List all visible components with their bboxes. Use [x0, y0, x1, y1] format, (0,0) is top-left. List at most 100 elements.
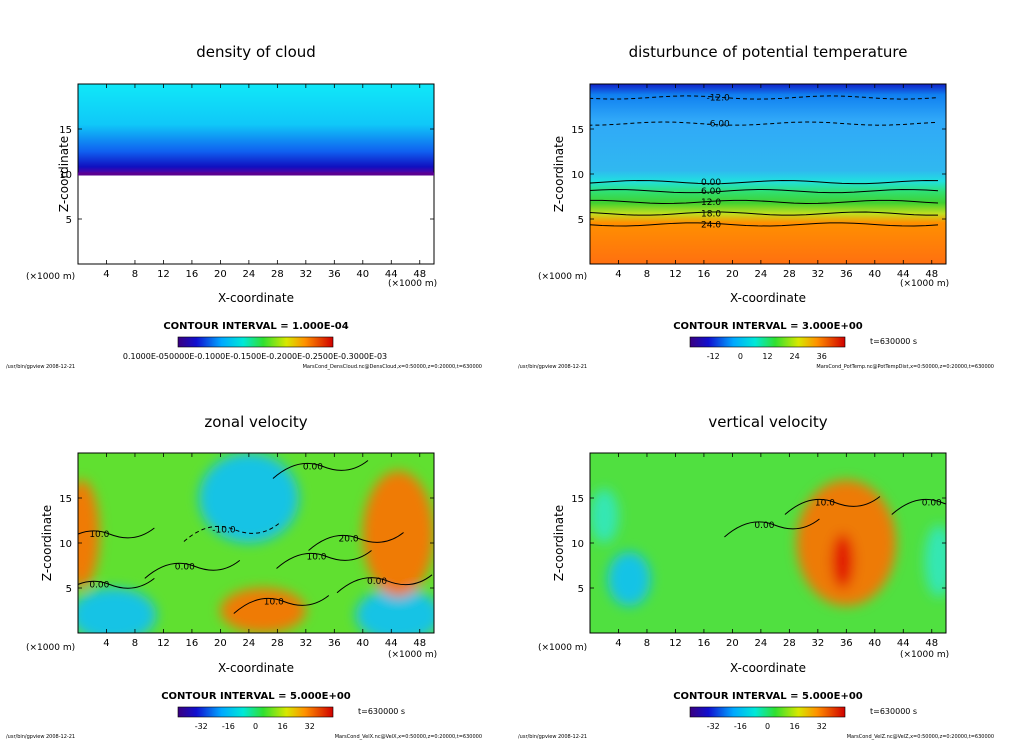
contours: 10.0 0.00 0.00: [724, 496, 946, 538]
footer-right: MarsCond_PotTemp.nc@PotTempDist,x=0:5000…: [816, 364, 994, 370]
x-tick-label: 28: [783, 269, 796, 280]
footer-date: 2008-12-21: [46, 734, 75, 740]
x-tick-label: 16: [698, 638, 711, 649]
x-tick-label: 32: [299, 638, 312, 649]
contour-line: [589, 199, 939, 204]
contour-label: 0.00: [701, 178, 721, 188]
x-tick-label: 16: [186, 269, 199, 280]
x-unit-right: (×1000 m): [900, 650, 949, 660]
contour-line: [784, 496, 881, 515]
footer-date: 2008-12-21: [558, 364, 587, 370]
contour-line: [78, 527, 155, 539]
footer-left: /usr/bin/gpview: [6, 364, 44, 370]
field-blob: [607, 552, 651, 606]
x-ticks: 4 8 12 16 20 24 28 32 36 40 44 48: [615, 84, 938, 280]
x-ticks: 4 8 12 16 20 24 28 32 36 40 44 48: [615, 453, 938, 649]
colorbar-labels: -12 0 12 24 36: [707, 352, 827, 361]
contour-label: -12.0: [707, 94, 731, 104]
contour-label: 18.0: [701, 210, 721, 220]
x-unit-right: (×1000 m): [900, 279, 949, 289]
field-blob: [362, 471, 434, 597]
x-tick-label: 8: [644, 269, 650, 280]
contour-interval: CONTOUR INTERVAL = 3.000E+00: [673, 321, 863, 332]
x-tick-label: 20: [214, 269, 227, 280]
x-tick-label: 24: [755, 269, 768, 280]
y-ticks: 5 10 15: [571, 494, 946, 595]
contour-label: 10.0: [815, 499, 835, 509]
x-tick-label: 12: [669, 269, 682, 280]
x-tick-label: 32: [299, 269, 312, 280]
colorbar: [177, 706, 334, 718]
field-blob: [590, 489, 619, 543]
footer-date: 2008-12-21: [46, 364, 75, 370]
footer-right: MarsCond_VelX.nc@VelX,x=0:50000,z=0:2000…: [335, 734, 482, 740]
contour-label: 0.00: [175, 562, 195, 572]
x-tick-label: 48: [413, 638, 426, 649]
contour-line: [589, 180, 939, 185]
footer-left: /usr/bin/gpview: [518, 734, 556, 740]
x-tick-label: 32: [811, 638, 824, 649]
x-tick-label: 16: [186, 638, 199, 649]
pt-field: [590, 84, 946, 264]
x-tick-label: 48: [925, 638, 938, 649]
colorbar-label: 12: [762, 352, 772, 361]
y-axis-label: Z-coordinate: [552, 136, 566, 212]
y-tick-label: 15: [571, 125, 584, 136]
field-blob: [78, 588, 157, 633]
x-axis-label: X-coordinate: [730, 291, 806, 305]
contour-label: 24.0: [701, 220, 721, 230]
x-tick-label: 4: [103, 638, 109, 649]
field-blobs: [590, 480, 946, 606]
contour-line: [272, 460, 369, 479]
x-tick-label: 12: [669, 638, 682, 649]
x-axis-label: X-coordinate: [218, 661, 294, 675]
x-ticks: 4 8 12 16 20 24 28 32 36 40 44 48: [103, 453, 426, 649]
contour-label: -10.0: [212, 526, 236, 536]
y-tick-label: 10: [59, 539, 72, 550]
contour-label: 0.00: [367, 577, 387, 587]
chart-title: vertical velocity: [708, 413, 827, 431]
field-blob: [220, 588, 306, 633]
x-unit-left: (×1000 m): [26, 643, 75, 653]
x-tick-label: 44: [385, 269, 398, 280]
colorbar-label: -32: [707, 722, 720, 731]
y-ticks: 5 10 15: [571, 125, 946, 226]
chart-title: zonal velocity: [204, 413, 307, 431]
x-tick-label: 48: [925, 269, 938, 280]
x-tick-label: 36: [840, 638, 853, 649]
colorbar: [689, 336, 846, 348]
x-tick-label: 40: [868, 269, 881, 280]
contour-line: [276, 550, 372, 569]
x-tick-label: 48: [413, 269, 426, 280]
contour-label: 0.00: [303, 463, 323, 473]
y-axis-label: Z-coordinate: [40, 505, 54, 581]
contour-line: [589, 121, 939, 126]
contour-line: [336, 574, 433, 594]
panel-zonal-velocity: zonal velocity -10.0 0.00 10.0 0.00 0.00 20.0…: [6, 413, 482, 740]
contour-interval: CONTOUR INTERVAL = 5.000E+00: [673, 691, 863, 702]
colorbar-label: 32: [305, 722, 315, 731]
colorbar-label: 32: [817, 722, 827, 731]
x-tick-label: 8: [132, 269, 138, 280]
y-tick-label: 5: [578, 584, 584, 595]
x-tick-label: 24: [755, 638, 768, 649]
colorbar-labels: 0.1000E-050000E-0.1000E-0.1500E-0.2000E-…: [123, 352, 387, 361]
x-tick-label: 36: [328, 269, 341, 280]
x-tick-label: 16: [698, 269, 711, 280]
x-tick-label: 28: [271, 269, 284, 280]
colorbar: [177, 336, 334, 348]
contour-label: -6.00: [707, 120, 731, 130]
x-tick-label: 40: [356, 638, 369, 649]
x-unit-left: (×1000 m): [538, 643, 587, 653]
colorbar-label: -16: [222, 722, 235, 731]
x-tick-label: 32: [811, 269, 824, 280]
colorbar-label: -16: [734, 722, 747, 731]
colorbar-label: 0: [253, 722, 258, 731]
x-unit-right: (×1000 m): [388, 279, 437, 289]
contour-line: [724, 518, 820, 538]
footer-right: MarsCond_DensCloud.nc@DensCloud,x=0:5000…: [303, 364, 482, 370]
field-blob: [832, 534, 854, 588]
contour-label: 0.00: [754, 521, 774, 531]
